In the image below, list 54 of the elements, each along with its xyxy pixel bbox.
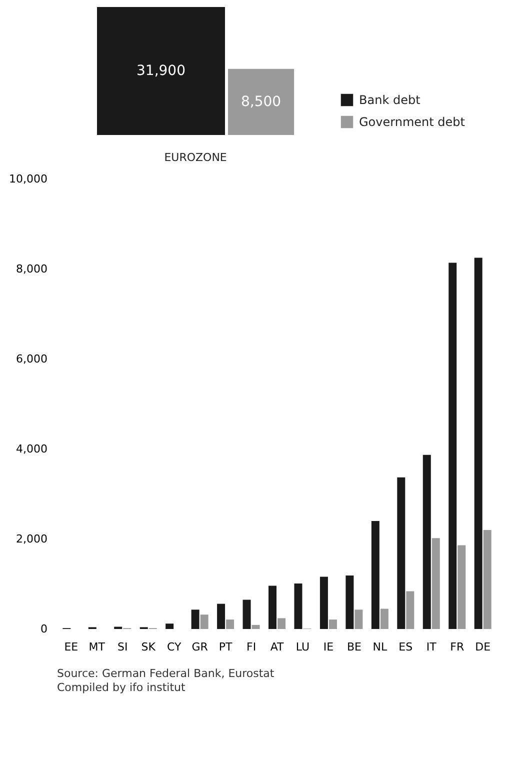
x-tick-label: IT [426, 640, 437, 654]
bar [483, 530, 492, 629]
bar [294, 584, 302, 629]
data-label: 31,900 [136, 63, 186, 79]
bar [226, 620, 234, 629]
bar [346, 575, 354, 629]
legend-label: Bank debt [359, 93, 421, 107]
bar [474, 258, 482, 629]
y-tick-label: 8,000 [16, 262, 48, 276]
bar [166, 624, 174, 629]
bar [422, 454, 431, 629]
bar [320, 576, 328, 629]
x-tick-label: DE [475, 640, 491, 654]
bar [406, 591, 414, 629]
bar [371, 521, 380, 629]
source-note: Source: German Federal Bank, Eurostat [57, 667, 275, 680]
bar [278, 618, 286, 629]
y-tick-label: 6,000 [16, 352, 48, 366]
bar [217, 604, 226, 629]
x-tick-label: ES [398, 640, 413, 654]
bar [328, 620, 337, 629]
y-tick-label: 0 [40, 622, 48, 636]
x-tick-label: SK [141, 640, 156, 654]
bar [380, 608, 388, 629]
x-tick-label: BE [346, 640, 362, 654]
x-tick-label: AT [270, 640, 284, 654]
bar [448, 262, 457, 629]
x-tick-label: NL [372, 640, 388, 654]
x-tick-label: FR [450, 640, 464, 654]
bar [252, 624, 260, 629]
bar [200, 614, 208, 629]
bar [268, 586, 276, 629]
y-tick-label: 10,000 [9, 172, 48, 186]
category-label: EUROZONE [164, 151, 227, 164]
x-tick-label: IE [323, 640, 334, 654]
bar [432, 538, 440, 629]
x-tick-label: CY [166, 640, 182, 654]
text: Compiled by ifo institut [57, 681, 186, 694]
data-label: 8,500 [240, 94, 282, 110]
x-tick-label: FI [246, 640, 256, 654]
x-tick-label: LU [296, 640, 310, 654]
bar [397, 477, 406, 629]
bar [458, 545, 466, 629]
y-tick-label: 2,000 [16, 532, 48, 546]
legend-label: Government debt [359, 115, 466, 129]
bar [191, 610, 200, 629]
x-tick-label: EE [64, 640, 78, 654]
bar [242, 600, 251, 629]
y-tick-label: 4,000 [16, 442, 48, 456]
x-tick-label: SI [117, 640, 128, 654]
x-tick-label: GR [192, 640, 208, 654]
x-tick-label: PT [218, 640, 232, 654]
x-tick-label: MT [88, 640, 106, 654]
bar [354, 610, 363, 629]
